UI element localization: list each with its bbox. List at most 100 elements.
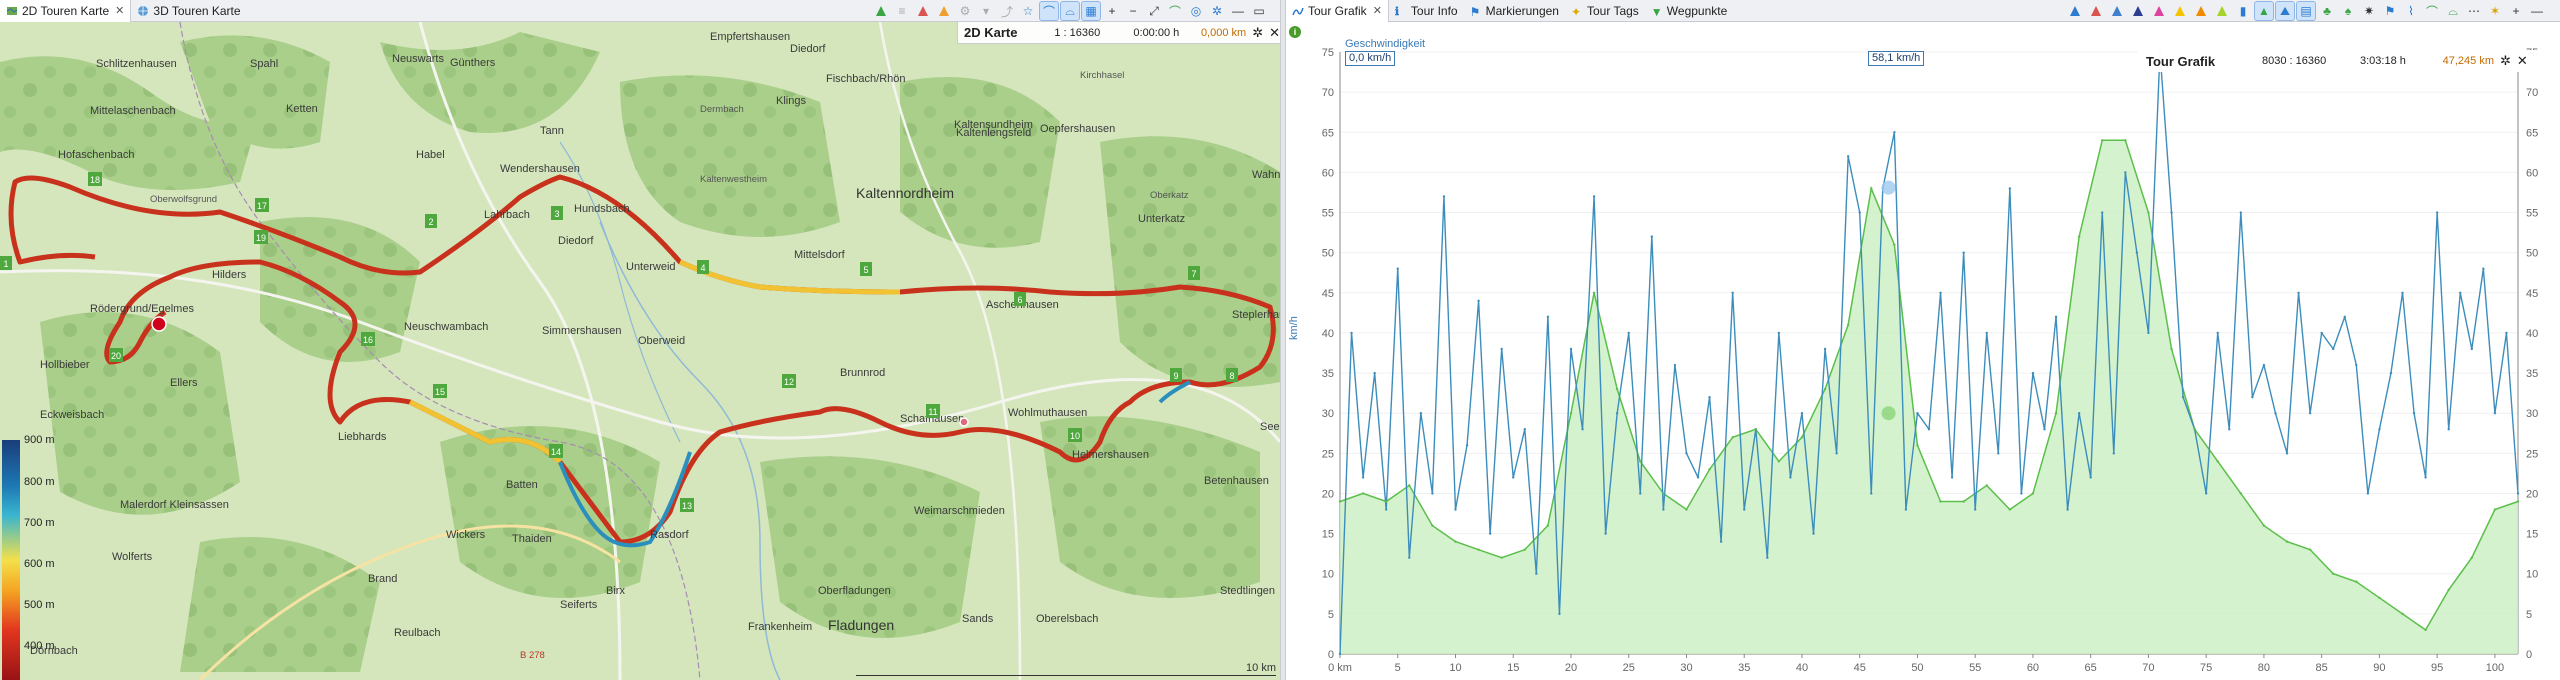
graph-mode-icon[interactable]: ▲ <box>2254 1 2274 21</box>
waypoint-flag[interactable]: 18 <box>88 172 102 186</box>
y-tick-label-right: 25 <box>2526 448 2538 460</box>
waypoint-flag[interactable]: 2 <box>425 214 437 228</box>
settings-icon[interactable]: ✲ <box>2500 53 2511 68</box>
target-icon[interactable]: ◎ <box>1190 4 1202 18</box>
tab-wegpunkte[interactable]: ▼ Wegpunkte <box>1645 0 1734 22</box>
sun-icon[interactable]: ✷ <box>2363 4 2375 18</box>
triangle-navy-icon[interactable] <box>2129 2 2147 20</box>
altitude-point <box>1939 500 1942 503</box>
triangle-lime-icon[interactable] <box>2213 2 2231 20</box>
tab-tour-info[interactable]: ℹ Tour Info <box>1389 0 1464 22</box>
tab-tour-tags[interactable]: ✦ Tour Tags <box>1565 0 1645 22</box>
tour-cursor-marker[interactable] <box>959 417 969 427</box>
svg-text:2: 2 <box>428 217 433 227</box>
waypoint-flag[interactable]: 16 <box>361 332 375 346</box>
triangle-red-icon[interactable] <box>914 2 932 20</box>
tour-start-marker[interactable] <box>151 316 167 332</box>
settings-icon[interactable]: ✲ <box>1252 24 1264 40</box>
info-icon[interactable]: i <box>1289 26 1301 38</box>
track-segment-yellow <box>408 399 562 464</box>
waypoint-flag[interactable]: 9 <box>1170 368 1182 382</box>
close-icon[interactable]: ✕ <box>1269 24 1280 40</box>
map-canvas[interactable]: Schlitzenhausen Neuswarts Günthers Empfe… <box>0 22 1280 680</box>
altitude-point <box>2401 612 2404 616</box>
tree2-icon[interactable]: ♠ <box>2344 4 2352 18</box>
waypoint-flag[interactable]: 13 <box>680 498 694 512</box>
waypoint-flag[interactable]: 8 <box>1226 368 1238 382</box>
settings-icon[interactable]: ✲ <box>1211 4 1223 18</box>
sync-map-icon[interactable]: ⌒ <box>1039 1 1059 21</box>
triangle-blue2-icon[interactable] <box>2108 2 2126 20</box>
pane-splitter[interactable] <box>1280 0 1286 680</box>
speed-point <box>1488 532 1492 535</box>
triangle-green-icon[interactable] <box>872 2 890 20</box>
fit-icon[interactable]: ⤢ <box>1149 3 1159 18</box>
triangle-orange-icon[interactable] <box>935 2 953 20</box>
triangle-orange-icon[interactable] <box>2192 2 2210 20</box>
graph-x-icon[interactable]: ⛰ <box>2275 1 2295 21</box>
waypoint-flag[interactable]: 19 <box>254 230 268 244</box>
waypoint-flag[interactable]: 17 <box>255 198 269 212</box>
legend-tick: 400 m <box>24 640 55 652</box>
place-label: Fischbach/Rhön <box>826 73 906 85</box>
waypoint-flag[interactable]: 1 <box>0 256 12 270</box>
lines-icon[interactable]: ≡ <box>898 4 906 18</box>
gear-icon[interactable]: ⚙ <box>959 4 971 18</box>
minus-icon[interactable]: — <box>1232 4 1244 18</box>
tab-3d-map[interactable]: 3D Touren Karte <box>131 0 246 22</box>
tour-map[interactable]: Schlitzenhausen Neuswarts Günthers Empfe… <box>0 22 1280 680</box>
waypoint-flag[interactable]: 7 <box>1188 266 1200 280</box>
place-label: Empfertshausen <box>710 31 790 43</box>
tab-tour-grafik[interactable]: Tour Grafik ✕ <box>1286 0 1389 22</box>
waypoint-flag[interactable]: 5 <box>860 262 872 276</box>
waypoint-flag[interactable]: 12 <box>782 374 796 388</box>
curve-icon[interactable]: ⌒ <box>2425 4 2438 19</box>
waypoint-flag[interactable]: 15 <box>433 384 447 398</box>
waypoint-flag[interactable]: 11 <box>926 404 940 418</box>
star-icon[interactable]: ✶ <box>2489 4 2501 18</box>
y-axis-unit: km/h <box>1288 316 1300 340</box>
bar-icon[interactable]: ▮ <box>2239 4 2247 18</box>
y-tick-label: 20 <box>1322 488 1334 500</box>
waypoint-flag[interactable]: 10 <box>1068 428 1082 442</box>
waypoint-flag[interactable]: 14 <box>549 444 563 458</box>
layer-icon[interactable]: ▦ <box>1081 1 1101 21</box>
tab-2d-map[interactable]: 2D Touren Karte ✕ <box>0 0 132 22</box>
filter-icon[interactable]: ▾ <box>982 4 990 18</box>
tab-markierungen[interactable]: ⚑ Markierungen <box>1464 0 1565 22</box>
track-line[interactable] <box>8 174 1276 545</box>
chart-line-icon[interactable]: ⌇ <box>2408 4 2414 18</box>
close-icon[interactable]: ✕ <box>1372 5 1382 17</box>
sync-chart-icon[interactable]: ⌓ <box>1060 1 1080 21</box>
dashes-icon[interactable]: ⋯ <box>2468 4 2480 18</box>
star-icon[interactable]: ☆ <box>1022 4 1034 18</box>
zoom-in-icon[interactable]: + <box>2512 4 2520 18</box>
waypoints[interactable]: 1 2 3 4 5 6 7 8 9 10 11 12 13 14 15 16 1… <box>0 172 1238 512</box>
place-label: Lahrbach <box>484 209 530 221</box>
graph-time-icon[interactable]: ▤ <box>2296 1 2316 21</box>
tab-label: Tour Info <box>1410 3 1458 18</box>
triangle-pink-icon[interactable] <box>2150 2 2168 20</box>
waypoint-flag[interactable]: 4 <box>697 260 709 274</box>
curve-icon[interactable]: ⌒ <box>1168 4 1181 19</box>
zoom-out-icon[interactable]: − <box>1129 4 1137 18</box>
map-place-labels: Schlitzenhausen Neuswarts Günthers Empfe… <box>30 31 1280 661</box>
tree-icon[interactable]: ♣ <box>2323 4 2331 18</box>
triangle-red-icon[interactable] <box>2087 2 2105 20</box>
close-icon[interactable]: ✕ <box>115 5 125 17</box>
waypoint-flag[interactable]: 6 <box>1014 292 1026 306</box>
link-icon[interactable]: ⤴ <box>1000 4 1013 19</box>
speed-point <box>1558 612 1561 616</box>
close-icon[interactable]: ✕ <box>2516 53 2528 68</box>
triangle-blue-icon[interactable] <box>2066 2 2084 20</box>
minus-icon[interactable]: — <box>2531 4 2543 18</box>
zoom-in-icon[interactable]: + <box>1108 4 1116 18</box>
triangle-yellow-icon[interactable] <box>2171 2 2189 20</box>
waypoint-flag[interactable]: 20 <box>109 348 123 362</box>
waypoint-flag[interactable]: 3 <box>551 206 563 220</box>
curve2-icon[interactable]: ⌓ <box>2448 3 2458 18</box>
flag-icon[interactable]: ⚑ <box>2384 4 2396 18</box>
window-icon[interactable]: ▭ <box>1253 4 1265 18</box>
tour-chart[interactable]: 0 0 5 5 10 10 15 15 20 20 25 25 30 30 35 35 40 40 45 45 50 50… <box>1286 22 2560 680</box>
